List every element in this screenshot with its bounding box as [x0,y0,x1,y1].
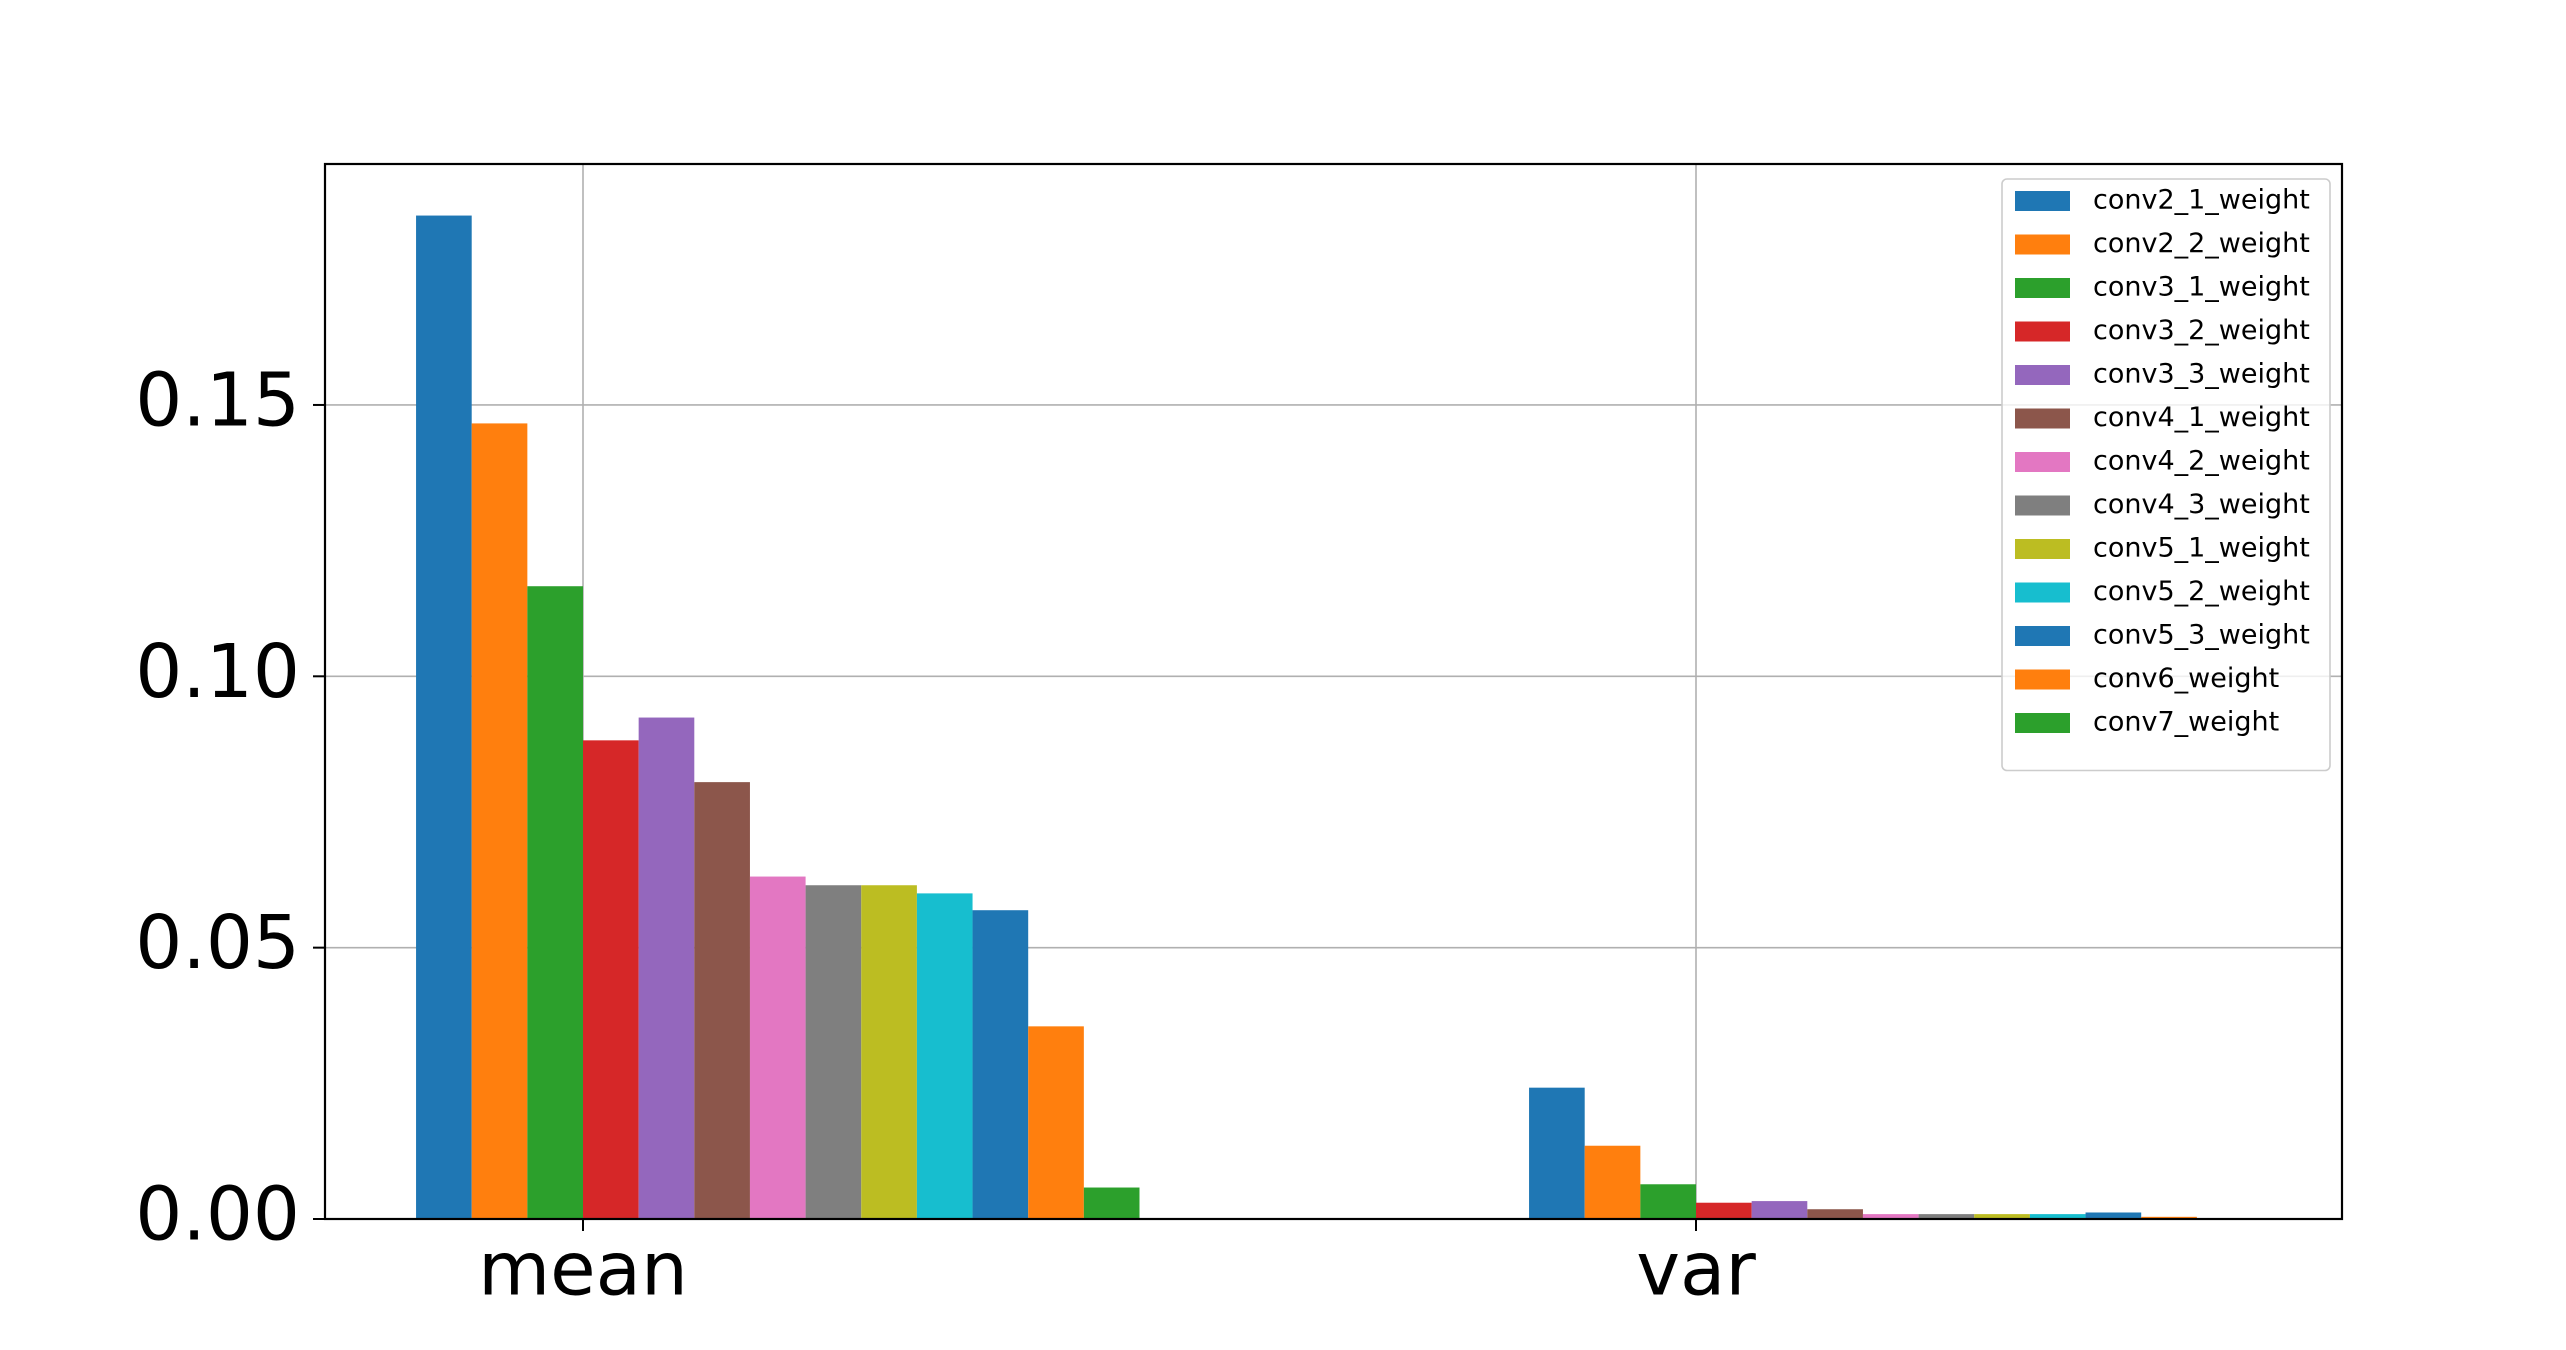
bar [1751,1201,1808,1219]
bar [972,910,1029,1219]
bar [1028,1026,1084,1219]
bar [638,717,695,1219]
bar [1974,1214,2030,1219]
bar [1083,1187,1140,1219]
y-tick-label: 0.10 [135,629,300,715]
bar [1584,1145,1641,1219]
legend-label: conv2_1_weight [2093,185,2310,216]
bar [1807,1209,1863,1219]
legend-swatch [2015,234,2070,255]
legend-swatch [2015,713,2070,733]
legend-label: conv4_2_weight [2093,446,2310,477]
bar [416,215,472,1219]
bar [583,740,639,1219]
legend-label: conv4_3_weight [2093,489,2310,520]
legend-swatch [2015,408,2070,429]
bar [805,885,862,1219]
legend-label: conv7_weight [2093,707,2279,738]
bar [527,586,583,1219]
legend-label: conv2_2_weight [2093,228,2310,259]
y-tick-label: 0.00 [135,1172,300,1258]
x-tick-label: mean [478,1227,688,1313]
legend-label: conv5_3_weight [2093,620,2310,651]
legend-label: conv3_1_weight [2093,272,2310,303]
bar [861,885,917,1219]
bar [2029,1214,2086,1219]
legend-label: conv4_1_weight [2093,402,2310,433]
x-tick-label: var [1636,1227,1756,1313]
legend-label: conv5_1_weight [2093,533,2310,564]
legend-swatch [2015,278,2070,298]
bar [694,782,750,1219]
legend: conv2_1_weight conv2_2_weight conv3_1_weig… [2001,178,2331,772]
bar [471,423,528,1219]
legend-box [2001,178,2331,772]
y-tick-label: 0.15 [135,357,300,443]
legend-swatch [2015,365,2070,385]
labels: 0.00 0.05 0.10 0.15 mean var [135,357,1756,1312]
bar [1529,1087,1585,1219]
legend-swatch [2015,539,2070,559]
plot-frame [323,162,2344,1221]
legend-label: conv3_3_weight [2093,359,2310,390]
y-tick-label: 0.05 [135,900,300,986]
legend-swatch [2015,452,2070,472]
legend-label: conv3_2_weight [2093,315,2310,346]
bar [1918,1214,1975,1219]
bar [1696,1202,1752,1219]
legend-swatch [2015,582,2070,603]
bar [749,876,806,1219]
legend-label: conv6_weight [2093,663,2279,694]
bars [416,215,2253,1219]
legend-label: conv5_2_weight [2093,576,2310,607]
legend-swatch [2015,669,2070,690]
legend-swatch [2015,191,2070,211]
bar [2085,1212,2142,1219]
bar [916,893,973,1219]
legend-swatch [2015,321,2070,342]
legend-swatch [2015,626,2070,646]
legend-swatch [2015,495,2070,516]
bar [1640,1184,1696,1219]
bar [1862,1214,1919,1219]
